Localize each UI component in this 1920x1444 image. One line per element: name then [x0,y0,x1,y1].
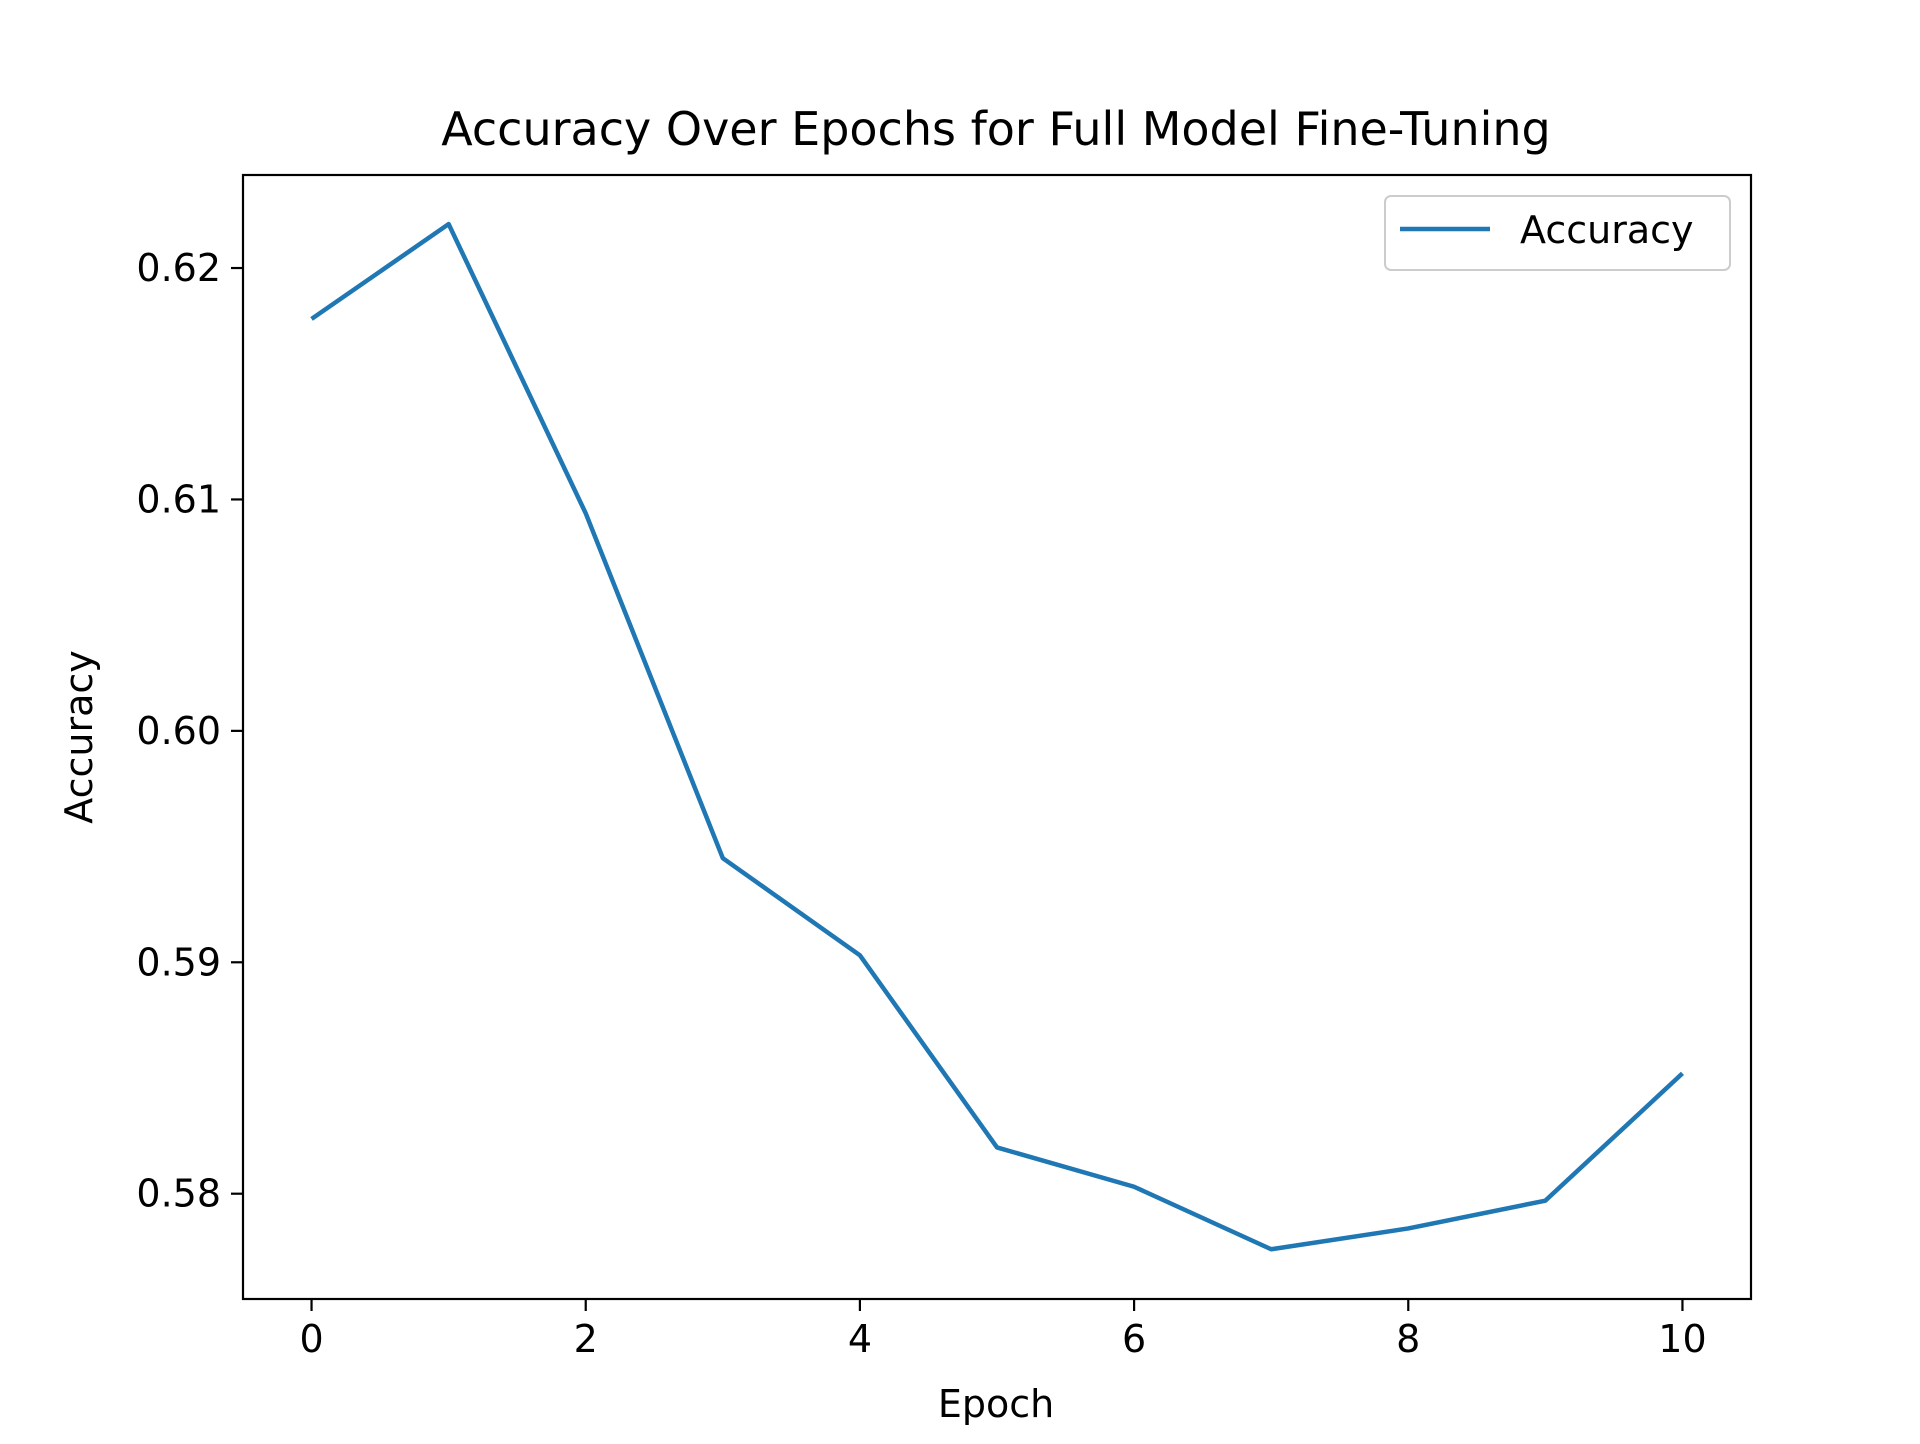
legend-label-accuracy: Accuracy [1520,208,1694,252]
x-tick-label: 2 [574,1317,598,1361]
x-axis-label: Epoch [938,1382,1054,1426]
legend-box [1384,195,1731,271]
y-tick-label: 0.62 [136,246,221,290]
x-tick-label: 6 [1122,1317,1146,1361]
y-tick-label: 0.59 [136,940,221,984]
series-lines [310,221,1684,1252]
series-line-accuracy [310,221,1684,1252]
y-axis-label: Accuracy [57,650,101,824]
x-tick-label: 10 [1658,1317,1706,1361]
x-tick-label: 8 [1396,1317,1420,1361]
x-axis-ticks: 0 2 4 6 8 10 [299,1299,1707,1361]
y-tick-label: 0.58 [136,1172,221,1216]
y-axis-ticks: 0.58 0.59 0.60 0.61 0.62 [136,246,243,1216]
y-tick-label: 0.61 [136,477,221,521]
x-tick-label: 0 [299,1317,323,1361]
x-tick-label: 4 [848,1317,872,1361]
chart-title: Accuracy Over Epochs for Full Model Fine… [441,102,1551,156]
legend: Accuracy [1384,195,1731,271]
plot-area-frame [241,173,1753,1301]
y-tick-label: 0.60 [136,709,221,753]
